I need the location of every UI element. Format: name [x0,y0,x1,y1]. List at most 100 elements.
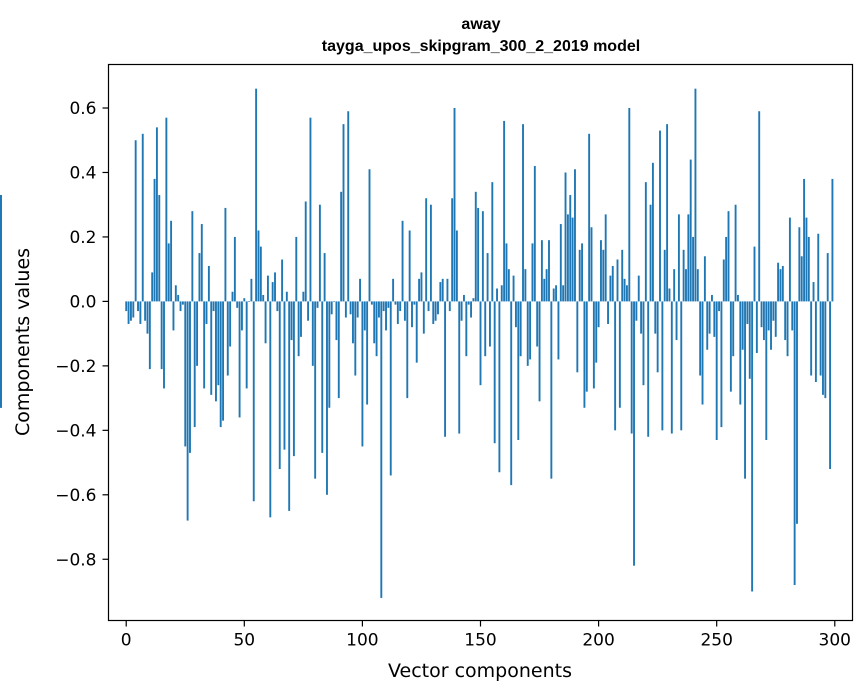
bar [262,294,265,302]
bar [765,301,768,440]
bar [744,301,746,479]
bar [517,301,520,440]
bar [548,240,550,302]
bar [276,301,279,312]
bar [751,301,754,592]
bar [512,275,515,302]
bar [151,272,154,302]
bar [574,169,576,302]
bar [148,301,151,370]
bar [770,301,772,350]
bar [441,278,444,302]
bar [0,301,2,318]
bar [347,111,350,302]
bar [241,301,243,331]
bar [640,301,643,334]
bar [271,282,274,302]
bar [746,301,749,324]
bar [772,301,775,321]
bar [129,301,132,321]
bar [309,117,312,302]
bar [682,249,685,302]
bar [576,301,579,373]
bar [755,301,758,353]
bar [807,236,810,302]
bar [550,301,553,479]
bar [555,285,558,302]
bar [248,301,250,302]
bar [363,301,366,331]
bar [805,217,808,302]
bar [203,301,206,389]
bar [729,301,732,392]
bar [777,262,780,302]
bar [229,301,232,347]
bar [484,301,487,357]
bar [141,133,144,302]
bar [581,243,584,302]
bar [727,211,730,302]
bar [470,301,472,318]
bar [819,301,822,376]
bar [595,301,598,363]
bar [323,253,326,302]
bar [824,301,827,399]
bar [526,301,529,366]
bar [699,301,702,376]
bar [708,301,711,334]
bar [269,301,272,518]
bar [564,172,567,302]
bar [392,278,395,302]
bar [427,301,430,312]
bar [505,243,508,302]
bar [571,217,574,302]
y-axis: −0.8 −0.6 −0.4 −0.2 0.0 0.2 0.4 0.6 [55,99,109,570]
bar [680,301,683,431]
bar [455,230,458,302]
bar [829,301,832,470]
bar [186,301,189,521]
bar [219,301,222,428]
bar [703,256,706,302]
bar [174,285,177,302]
bar [715,301,718,440]
bar [578,249,581,302]
bar [330,301,333,315]
bar [264,301,267,344]
bar [741,301,744,350]
bar [300,301,302,337]
bar [663,249,666,302]
bar [314,301,317,479]
y-axis-label: Components values [12,248,34,436]
bar [132,301,135,318]
bar [177,294,180,302]
bar [429,204,432,302]
bar [460,301,463,321]
bar [607,301,609,324]
y-tick-label: 0.6 [69,99,96,119]
bar [134,140,137,302]
bar [545,269,548,302]
bar [207,265,210,302]
bar [215,301,217,402]
bar [370,301,373,305]
bar [779,269,782,302]
bar [810,301,813,376]
bar [661,301,664,431]
bar [326,301,328,495]
bar [649,204,652,302]
bar [637,275,640,302]
bar [344,301,347,318]
bar [800,256,803,302]
bar [153,178,156,302]
bar [673,269,676,302]
bar [817,233,820,302]
bar [583,301,586,408]
bar [498,301,501,473]
x-tick-label: 150 [464,631,496,651]
bar [155,127,158,302]
bars-group [0,88,834,598]
bar [217,301,220,386]
bar [420,272,423,302]
chart-title: away [461,16,500,33]
